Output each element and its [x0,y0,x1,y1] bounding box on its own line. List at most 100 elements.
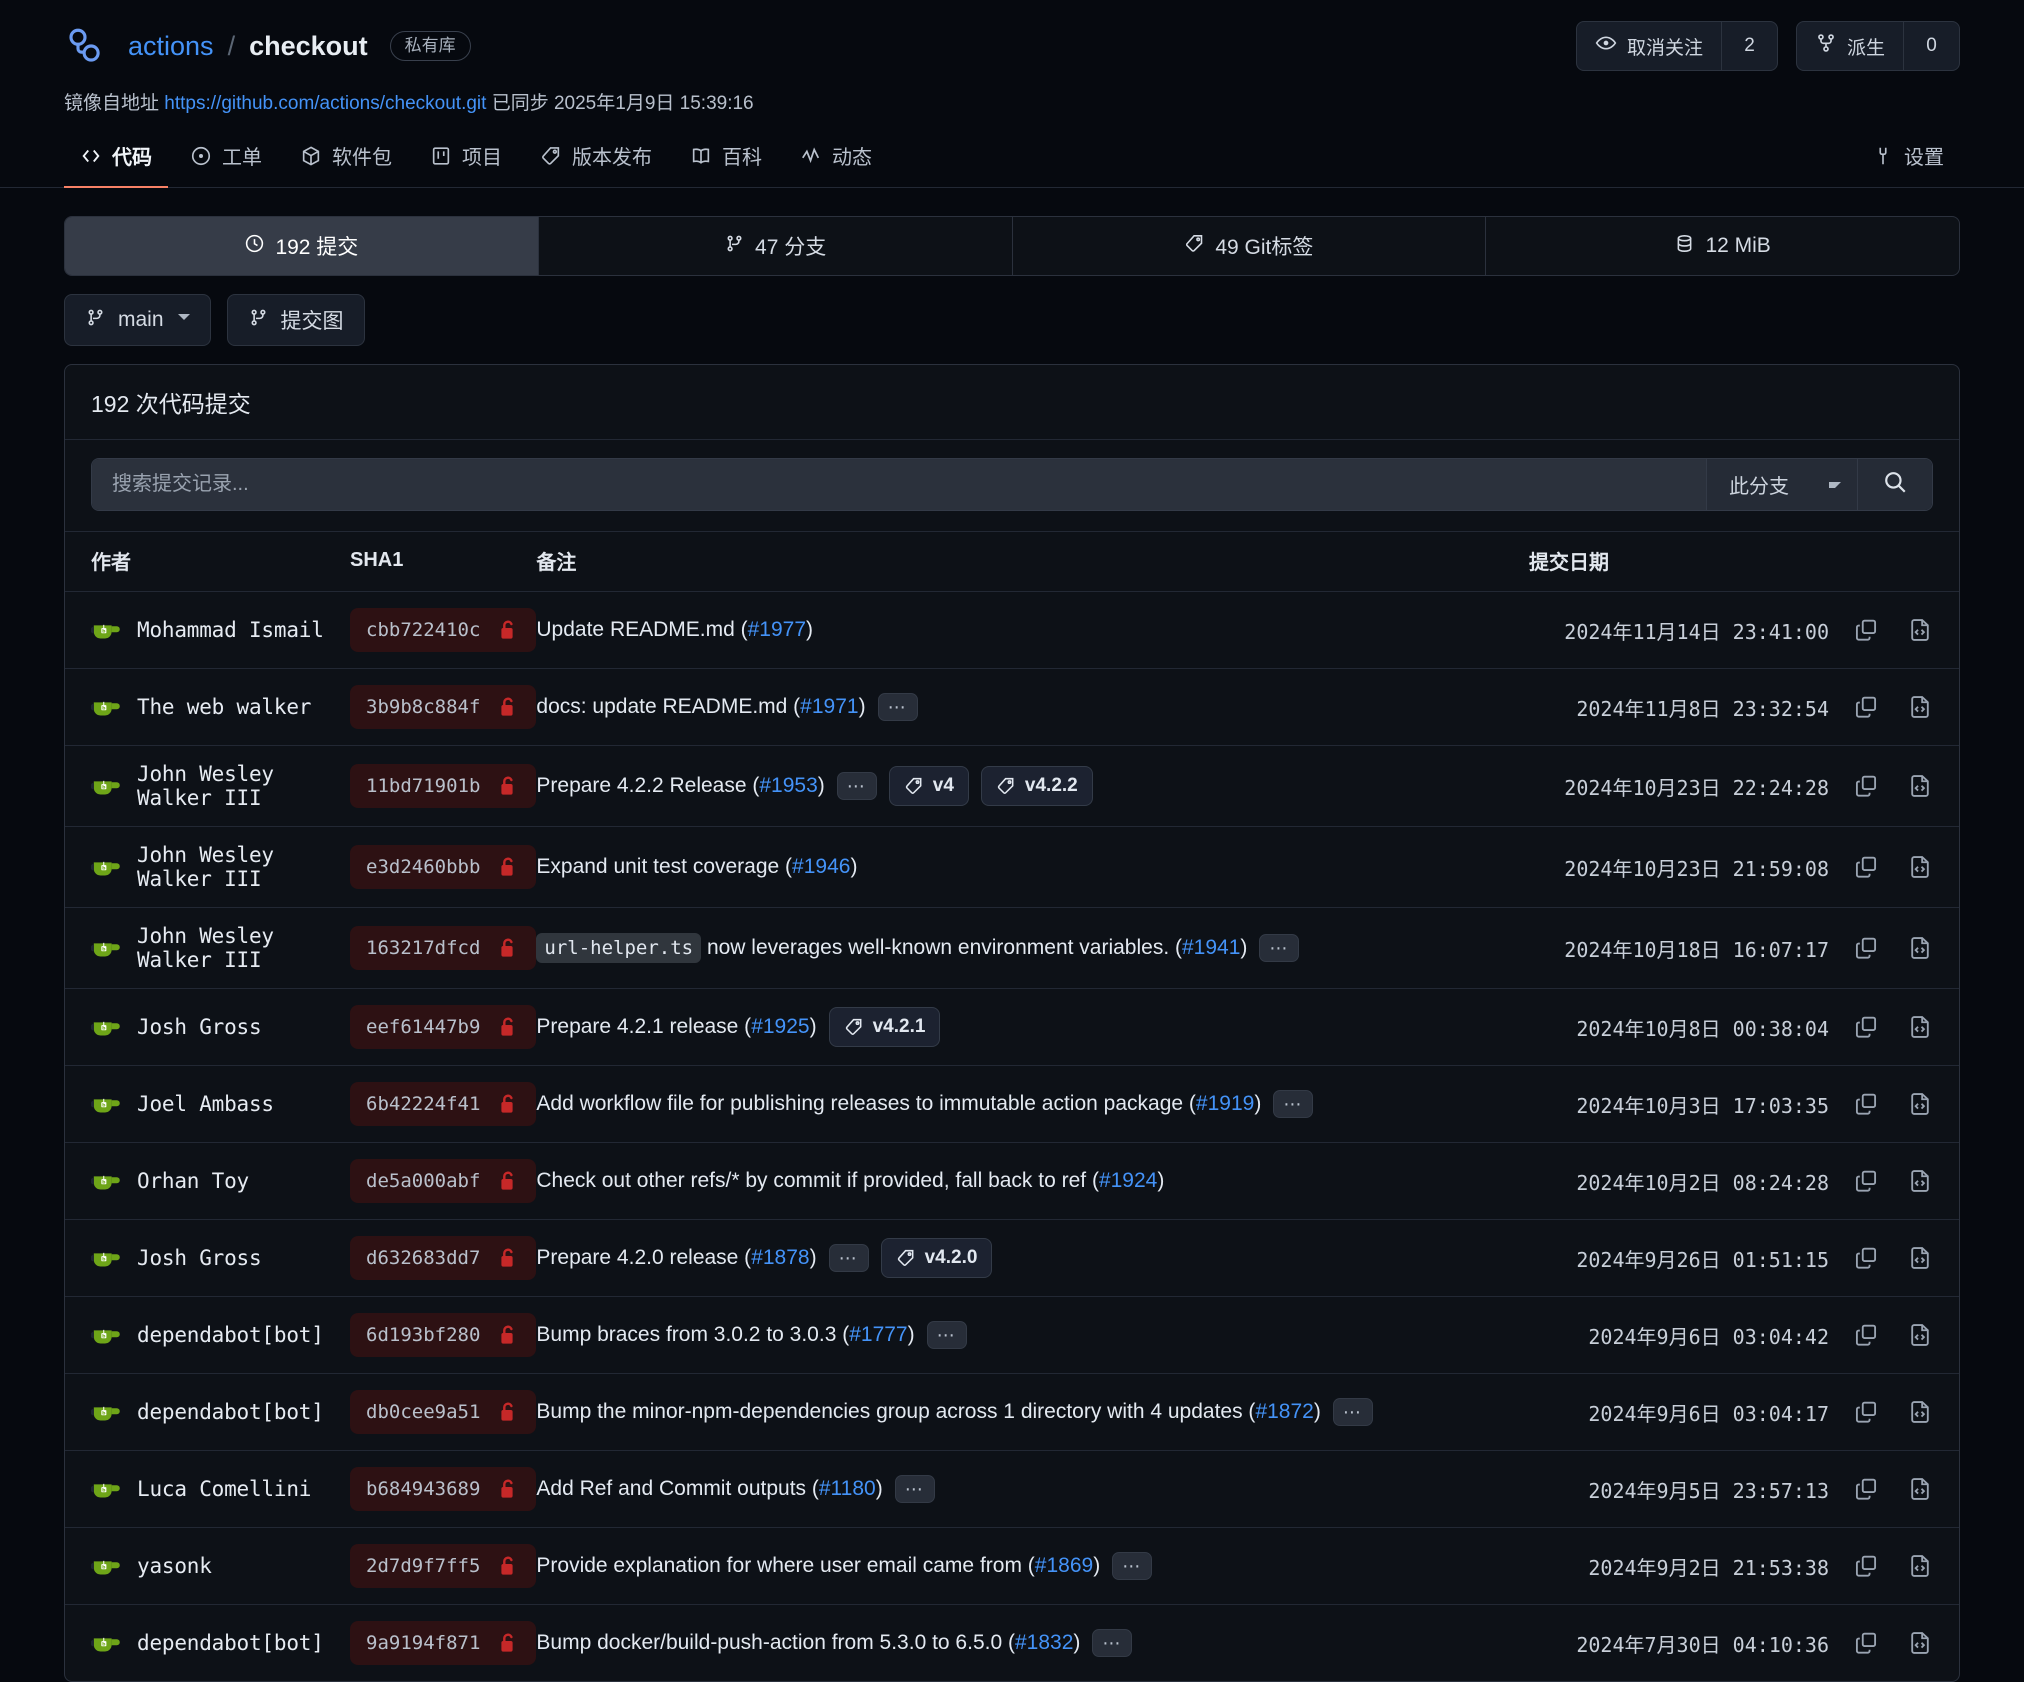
issue-link[interactable]: #1925 [751,1015,810,1038]
author-name-link[interactable]: Joel Ambass [137,1092,274,1116]
avatar[interactable]: b [90,852,121,882]
copy-sha-button[interactable] [1853,1476,1879,1502]
browse-files-button[interactable] [1907,1322,1933,1348]
browse-files-button[interactable] [1907,1091,1933,1117]
commit-message[interactable]: Provide explanation for where user email… [536,1554,1100,1578]
nav-item-projects[interactable]: 项目 [414,131,518,188]
nav-item-issues[interactable]: 工单 [174,131,278,188]
copy-sha-button[interactable] [1853,1399,1879,1425]
author-name-link[interactable]: Orhan Toy [137,1169,249,1193]
author-name-link[interactable]: Josh Gross [137,1246,262,1270]
sha-pill[interactable]: cbb722410c [350,608,537,652]
tag-badge[interactable]: v4.2.1 [828,1007,941,1047]
expand-message-button[interactable]: ⋯ [1273,1090,1314,1118]
author-name-link[interactable]: John Wesley Walker III [137,843,274,891]
author-name-link[interactable]: Luca Comellini [137,1477,312,1501]
commit-message[interactable]: Add workflow file for publishing release… [536,1092,1261,1116]
browse-files-button[interactable] [1907,617,1933,643]
avatar[interactable]: b [90,771,121,801]
copy-sha-button[interactable] [1853,1091,1879,1117]
author-name-link[interactable]: Josh Gross [137,1015,262,1039]
commit-message[interactable]: Update README.md (#1977) [536,618,813,642]
breadcrumb-repo[interactable]: checkout [249,30,368,61]
expand-message-button[interactable]: ⋯ [836,772,877,800]
stat-tags[interactable]: 49 Git标签 [1011,217,1486,275]
sha-pill[interactable]: 2d7d9f7ff5 [350,1544,537,1588]
avatar[interactable]: b [90,1243,121,1273]
browse-files-button[interactable] [1907,694,1933,720]
avatar[interactable]: b [90,1397,121,1427]
branch-selector-button[interactable]: main [64,294,211,346]
browse-files-button[interactable] [1907,854,1933,880]
search-input[interactable] [92,459,1706,510]
browse-files-button[interactable] [1907,773,1933,799]
commit-message[interactable]: Add Ref and Commit outputs (#1180) [536,1477,882,1501]
expand-message-button[interactable]: ⋯ [926,1321,967,1349]
avatar[interactable]: b [90,1474,121,1504]
issue-link[interactable]: #1869 [1034,1554,1094,1577]
browse-files-button[interactable] [1907,1553,1933,1579]
sha-pill[interactable]: 3b9b8c884f [350,685,537,729]
watch-button[interactable]: 取消关注 [1577,22,1721,70]
expand-message-button[interactable]: ⋯ [1259,934,1300,962]
avatar[interactable]: b [90,1012,121,1042]
copy-sha-button[interactable] [1853,694,1879,720]
issue-link[interactable]: #1919 [1195,1092,1255,1115]
commit-message[interactable]: Expand unit test coverage (#1946) [536,855,857,879]
author-name-link[interactable]: The web walker [137,695,312,719]
avatar[interactable]: b [90,1551,121,1581]
expand-message-button[interactable]: ⋯ [1332,1398,1373,1426]
avatar[interactable]: b [90,933,121,963]
commit-message[interactable]: Check out other refs/* by commit if prov… [536,1169,1164,1193]
commit-message[interactable]: url-helper.ts now leverages well-known e… [536,933,1247,963]
avatar[interactable]: b [90,1320,121,1350]
sha-pill[interactable]: 9a9194f871 [350,1621,537,1665]
browse-files-button[interactable] [1907,1630,1933,1656]
stat-branches[interactable]: 47 分支 [537,217,1012,275]
sha-pill[interactable]: db0cee9a51 [350,1390,537,1434]
watch-count[interactable]: 2 [1720,22,1777,70]
commit-message[interactable]: Prepare 4.2.1 release (#1925) [536,1015,816,1039]
commit-message[interactable]: Prepare 4.2.2 Release (#1953) [536,774,824,798]
browse-files-button[interactable] [1907,1168,1933,1194]
expand-message-button[interactable]: ⋯ [1112,1552,1153,1580]
search-submit-button[interactable] [1857,459,1932,510]
commit-message[interactable]: Bump docker/build-push-action from 5.3.0… [536,1631,1080,1655]
expand-message-button[interactable]: ⋯ [877,693,918,721]
issue-link[interactable]: #1872 [1255,1400,1314,1423]
commit-message[interactable]: Bump the minor-npm-dependencies group ac… [536,1400,1320,1424]
issue-link[interactable]: #1971 [800,695,859,718]
sha-pill[interactable]: 6b42224f41 [350,1082,537,1126]
tag-badge[interactable]: v4 [888,766,969,806]
stat-size[interactable]: 12 MiB [1485,217,1959,275]
sha-pill[interactable]: b684943689 [350,1467,537,1511]
author-name-link[interactable]: dependabot[bot] [137,1323,324,1347]
browse-files-button[interactable] [1907,1399,1933,1425]
browse-files-button[interactable] [1907,1245,1933,1271]
tag-badge[interactable]: v4.2.0 [880,1238,993,1278]
commit-message[interactable]: Prepare 4.2.0 release (#1878) [536,1246,816,1270]
issue-link[interactable]: #1777 [849,1323,908,1346]
copy-sha-button[interactable] [1853,1553,1879,1579]
sha-pill[interactable]: de5a000abf [350,1159,537,1203]
sha-pill[interactable]: 11bd71901b [350,764,537,808]
nav-item-activity[interactable]: 动态 [784,131,888,188]
fork-count[interactable]: 0 [1903,22,1959,70]
avatar[interactable]: b [90,615,121,645]
author-name-link[interactable]: yasonk [137,1554,212,1578]
expand-message-button[interactable]: ⋯ [894,1475,935,1503]
expand-message-button[interactable]: ⋯ [1092,1629,1133,1657]
issue-link[interactable]: #1924 [1098,1169,1158,1192]
copy-sha-button[interactable] [1853,1245,1879,1271]
issue-link[interactable]: #1977 [747,618,807,641]
sha-pill[interactable]: eef61447b9 [350,1005,537,1049]
fork-button[interactable]: 派生 [1797,22,1903,70]
issue-link[interactable]: #1180 [818,1477,876,1500]
commit-message[interactable]: docs: update README.md (#1971) [536,695,865,719]
sha-pill[interactable]: 6d193bf280 [350,1313,537,1357]
nav-item-wiki[interactable]: 百科 [674,131,778,188]
copy-sha-button[interactable] [1853,854,1879,880]
watch-button-group[interactable]: 取消关注 2 [1575,21,1778,71]
copy-sha-button[interactable] [1853,1014,1879,1040]
sha-pill[interactable]: 163217dfcd [350,926,537,970]
